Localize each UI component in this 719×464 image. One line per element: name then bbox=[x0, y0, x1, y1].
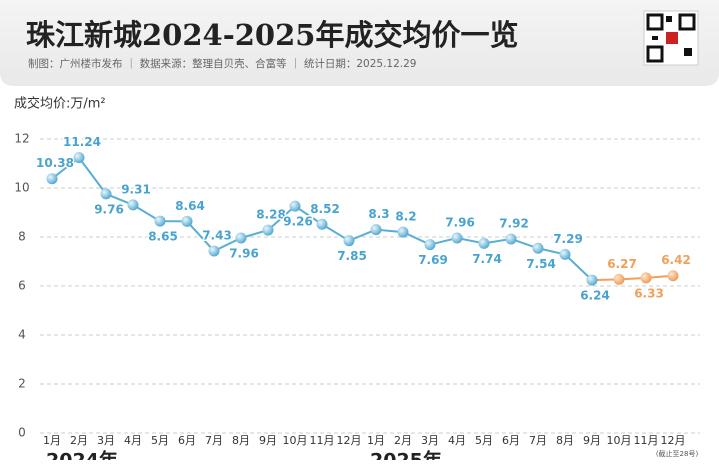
x-tick-label: 3月 bbox=[97, 434, 115, 447]
value-label: 11.24 bbox=[63, 135, 101, 149]
x-tick-label: 12月 bbox=[337, 434, 362, 447]
point bbox=[478, 237, 490, 249]
point bbox=[451, 232, 463, 244]
value-label: 6.27 bbox=[607, 257, 637, 271]
x-tick-label: 9月 bbox=[583, 434, 601, 447]
value-label: 7.85 bbox=[337, 249, 367, 263]
y-tick-label: 10 bbox=[14, 181, 29, 195]
point bbox=[613, 273, 625, 285]
value-label: 6.42 bbox=[661, 253, 691, 267]
value-label: 6.33 bbox=[634, 286, 664, 300]
x-tick-label: 10月 bbox=[607, 434, 632, 447]
point bbox=[262, 224, 274, 236]
year-label: 2024年 bbox=[46, 449, 118, 461]
x-tick-label: 2月 bbox=[394, 434, 412, 447]
y-tick-label: 6 bbox=[18, 279, 26, 293]
value-label: 9.31 bbox=[121, 182, 151, 196]
value-label: 7.96 bbox=[229, 246, 259, 260]
point bbox=[586, 274, 598, 286]
x-tick-label: 7月 bbox=[529, 434, 547, 447]
value-label: 8.2 bbox=[395, 210, 416, 224]
qr-code bbox=[643, 10, 699, 66]
point bbox=[370, 224, 382, 236]
value-label: 9.26 bbox=[283, 215, 313, 229]
value-label: 7.43 bbox=[202, 228, 232, 242]
point bbox=[208, 245, 220, 257]
point bbox=[127, 199, 139, 211]
y-tick-label: 2 bbox=[18, 377, 26, 391]
value-label: 8.65 bbox=[148, 230, 178, 244]
x-tick-label: 1月 bbox=[43, 434, 61, 447]
value-label: 7.69 bbox=[418, 253, 448, 267]
x-tick-label: 4月 bbox=[124, 434, 142, 447]
note: (截止至28号) bbox=[656, 449, 699, 458]
value-label: 8.28 bbox=[256, 208, 286, 222]
x-tick-label: 3月 bbox=[421, 434, 439, 447]
value-label: 7.74 bbox=[472, 252, 502, 266]
point bbox=[640, 272, 652, 284]
x-tick-label: 10月 bbox=[283, 434, 308, 447]
point bbox=[73, 152, 85, 164]
value-label: 10.38 bbox=[36, 156, 74, 170]
y-tick-label: 12 bbox=[14, 132, 29, 146]
point bbox=[235, 232, 247, 244]
x-tick-label: 7月 bbox=[205, 434, 223, 447]
value-label: 7.96 bbox=[445, 215, 475, 229]
x-tick-label: 6月 bbox=[502, 434, 520, 447]
y-axis-label: 成交均价:万/m² bbox=[14, 96, 106, 112]
x-tick-label: 9月 bbox=[259, 434, 277, 447]
y-tick-label: 0 bbox=[18, 426, 26, 440]
y-tick-label: 4 bbox=[18, 328, 26, 342]
point bbox=[154, 215, 166, 227]
x-tick-label: 5月 bbox=[151, 434, 169, 447]
point bbox=[532, 242, 544, 254]
point bbox=[667, 270, 679, 282]
x-tick-label: 12月 bbox=[661, 434, 686, 447]
point bbox=[289, 200, 301, 212]
value-label: 8.64 bbox=[175, 199, 205, 213]
x-tick-label: 11月 bbox=[310, 434, 335, 447]
point bbox=[505, 233, 517, 245]
x-tick-label: 8月 bbox=[232, 434, 250, 447]
line bbox=[591, 274, 674, 282]
point bbox=[100, 188, 112, 200]
year-label: 2025年 bbox=[370, 449, 442, 461]
subtitle: 制图：广州楼市发布 ｜ 数据来源：整理自贝壳、合富等 ｜ 统计日期：2025.1… bbox=[28, 57, 416, 70]
point bbox=[181, 215, 193, 227]
value-label: 7.29 bbox=[553, 232, 583, 246]
x-tick-label: 1月 bbox=[367, 434, 385, 447]
value-label: 6.24 bbox=[580, 289, 610, 303]
title: 珠江新城2024-2025年成交均价一览 bbox=[26, 18, 518, 52]
value-label: 9.76 bbox=[94, 202, 124, 216]
x-tick-label: 2月 bbox=[70, 434, 88, 447]
x-tick-label: 5月 bbox=[475, 434, 493, 447]
value-label: 7.54 bbox=[526, 257, 556, 271]
point bbox=[559, 248, 571, 260]
value-label: 8.3 bbox=[368, 207, 389, 221]
point bbox=[397, 226, 409, 238]
x-tick-label: 8月 bbox=[556, 434, 574, 447]
x-tick-label: 4月 bbox=[448, 434, 466, 447]
x-tick-label: 11月 bbox=[634, 434, 659, 447]
y-tick-label: 8 bbox=[18, 230, 26, 244]
point bbox=[316, 218, 328, 230]
value-label: 8.52 bbox=[310, 202, 340, 216]
value-label: 7.92 bbox=[499, 216, 529, 230]
point bbox=[343, 235, 355, 247]
point bbox=[46, 173, 58, 185]
header-bg bbox=[0, 0, 719, 86]
point bbox=[424, 239, 436, 251]
x-tick-label: 6月 bbox=[178, 434, 196, 447]
